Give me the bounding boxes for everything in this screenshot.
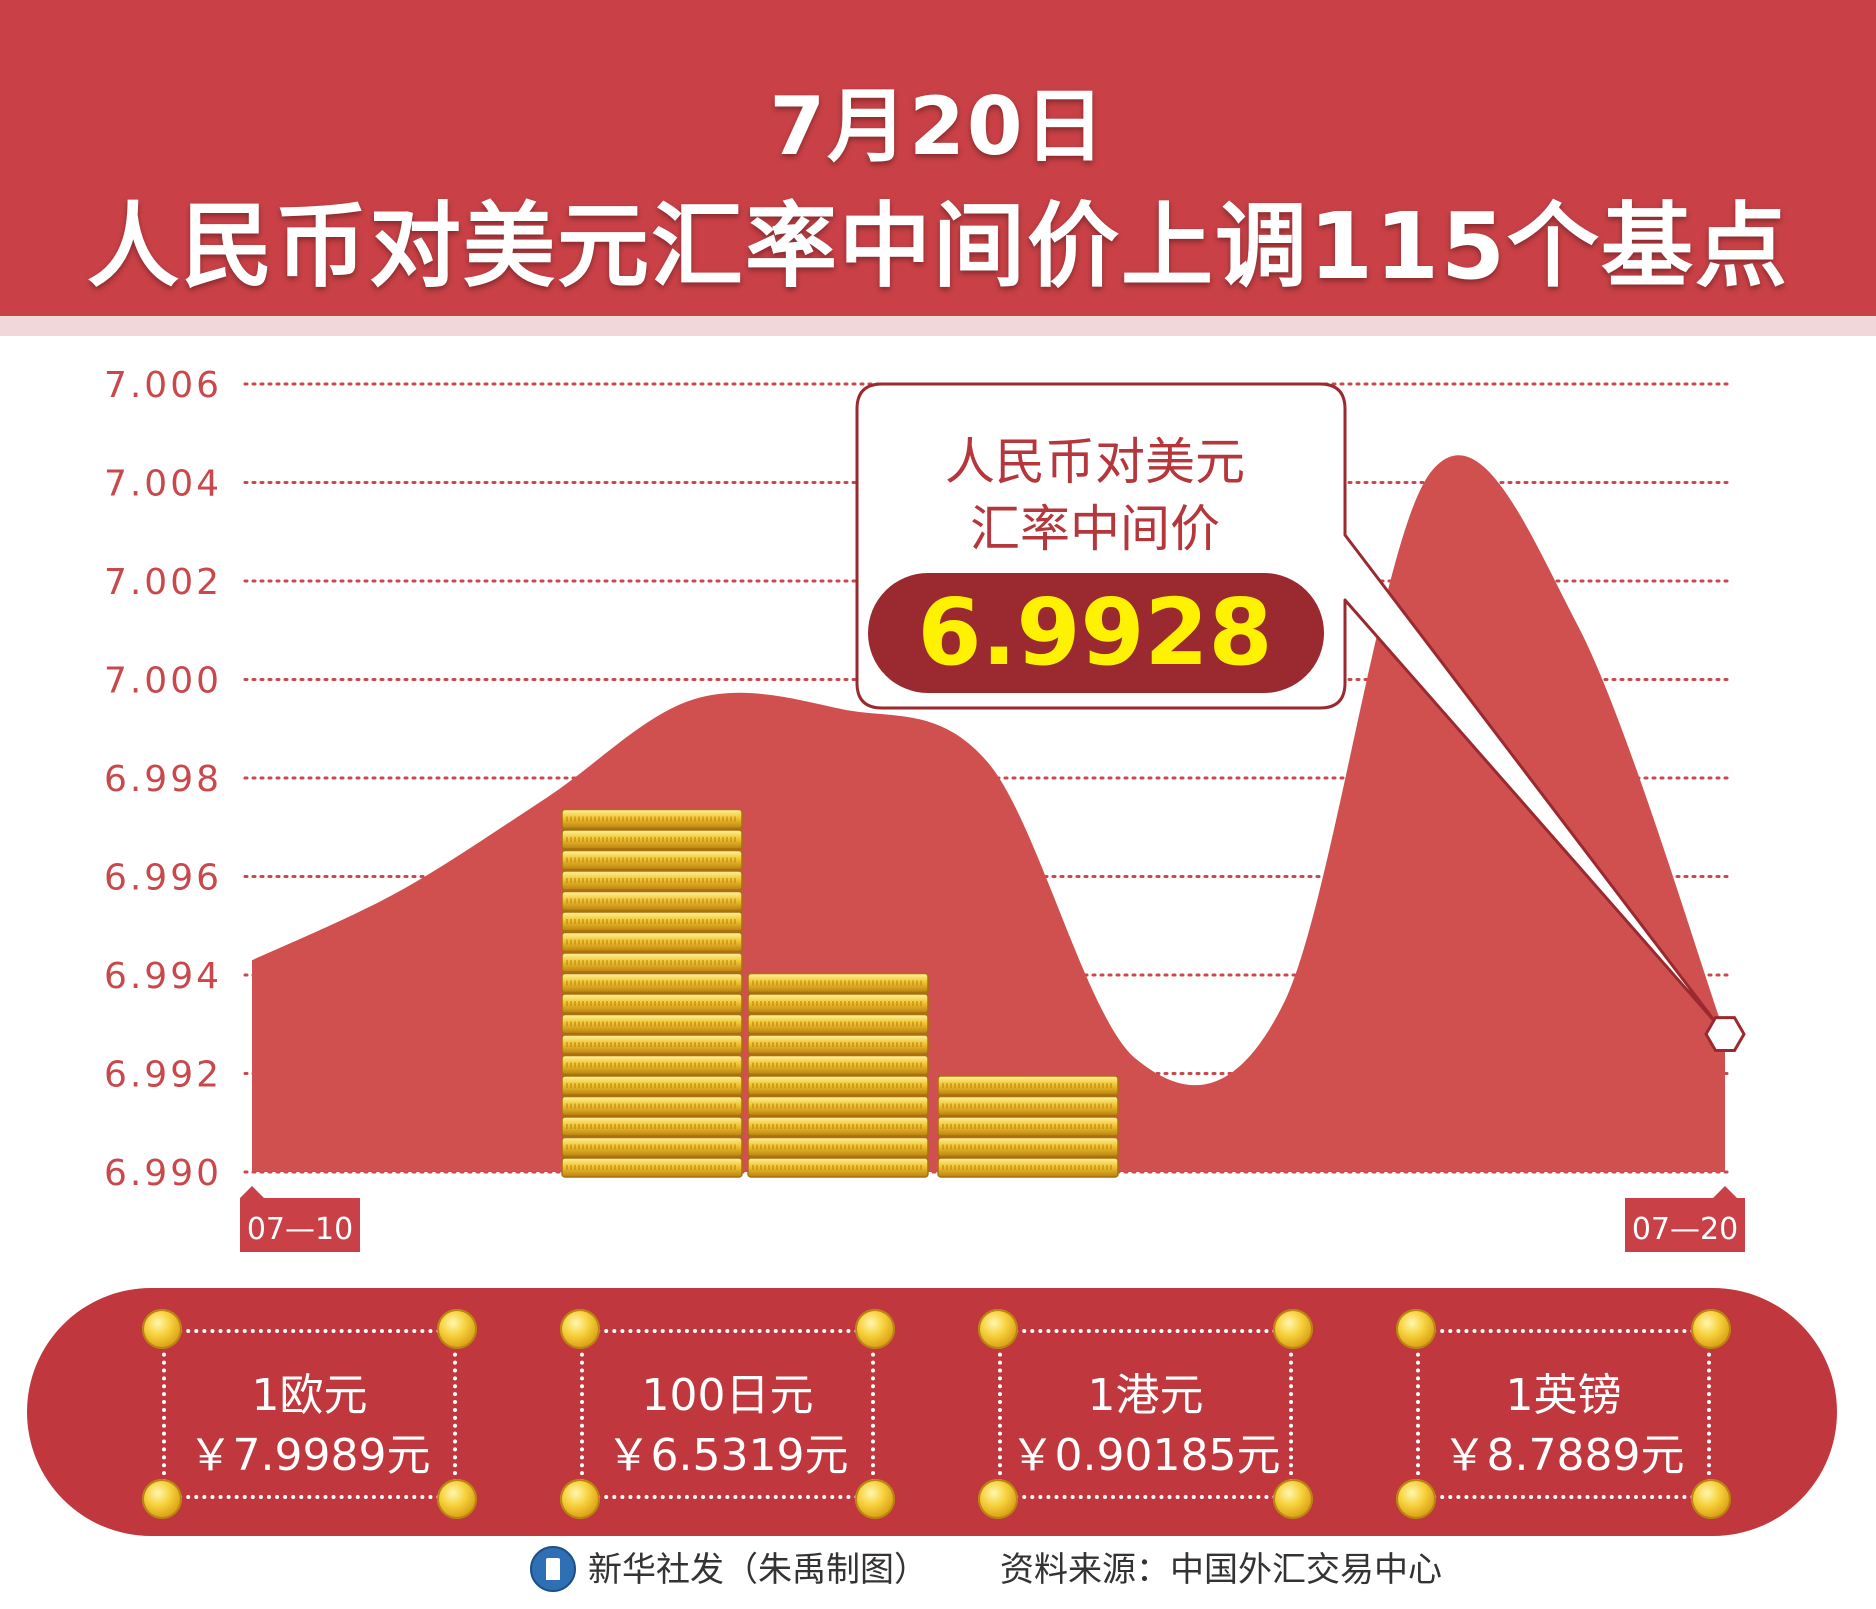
callout-box [855,382,1719,1026]
coin-icon [560,1479,600,1519]
highlight-marker [1704,1016,1746,1053]
y-tick-labels: 7.006 7.004 7.002 7.000 6.998 6.996 6.994 6.992… [104,365,222,1194]
coin-icon [437,1309,477,1349]
y-tick-label: 7.002 [104,562,222,603]
credit-data-source: 资料来源：中国外汇交易中心 [1000,1550,1442,1590]
rate-value: ￥8.7889元 [1442,1430,1685,1481]
rate-card-jpy: 100日元 ￥6.5319元 [580,1329,875,1499]
y-tick-label: 7.006 [104,365,222,406]
x-label-end: 07—20 [1631,1212,1739,1247]
rate-name: 1港元 [1087,1370,1204,1421]
y-tick-label: 7.000 [104,661,222,702]
x-date-tags [240,1186,1745,1252]
credit-agency: 新华社发（朱禹制图） [588,1550,928,1590]
title-date: 7月20日 [769,80,1107,173]
coin-icon [1396,1309,1436,1349]
date-tag-end [1625,1186,1745,1252]
rate-name: 1欧元 [251,1370,368,1421]
coin-icon [1273,1479,1313,1519]
date-tag-start [240,1186,360,1252]
coin-icon [855,1309,895,1349]
coin-icon [978,1309,1018,1349]
y-tick-label: 6.990 [104,1153,222,1194]
coin-stacks [561,808,1119,1178]
y-tick-label: 6.994 [104,956,222,997]
x-label-start: 07—10 [246,1212,354,1247]
y-tick-label: 6.998 [104,759,222,800]
callout-value: 6.9928 [917,579,1273,686]
coin-icon [1691,1309,1731,1349]
rate-card-hkd: 1港元 ￥0.90185元 [998,1329,1293,1499]
rate-value: ￥7.9989元 [188,1430,431,1481]
header-banner [0,0,1876,316]
callout-bubble [855,382,1746,1053]
coin-icon [142,1479,182,1519]
rate-card-gbp: 1英镑 ￥8.7889元 [1416,1329,1711,1499]
y-tick-label: 6.996 [104,858,222,899]
title-main: 人民币对美元汇率中间价上调115个基点 [86,193,1790,300]
y-tick-label: 6.992 [104,1055,222,1096]
callout-value-badge [868,573,1324,693]
coin-icon [437,1479,477,1519]
coin-icon [142,1309,182,1349]
callout-title-line1: 人民币对美元 [945,433,1245,491]
rate-card-eur: 1欧元 ￥7.9989元 [162,1329,457,1499]
header-strip [0,316,1876,336]
area-chart: 7.006 7.004 7.002 7.000 6.998 6.996 6.994 6.992… [104,365,1746,1252]
callout-title-line2: 汇率中间价 [970,500,1220,558]
y-tick-label: 7.004 [104,464,222,505]
coin-icon [978,1479,1018,1519]
rate-value: ￥6.5319元 [606,1430,849,1481]
rate-name: 1英镑 [1505,1370,1622,1421]
coin-icon [1691,1479,1731,1519]
coin-icon [1273,1309,1313,1349]
coin-icon [560,1309,600,1349]
coin-icon [855,1479,895,1519]
rate-name: 100日元 [641,1370,814,1421]
coin-icon [1396,1479,1436,1519]
rate-value: ￥0.90185元 [1010,1430,1281,1481]
xinhua-logo-icon [530,1546,576,1592]
